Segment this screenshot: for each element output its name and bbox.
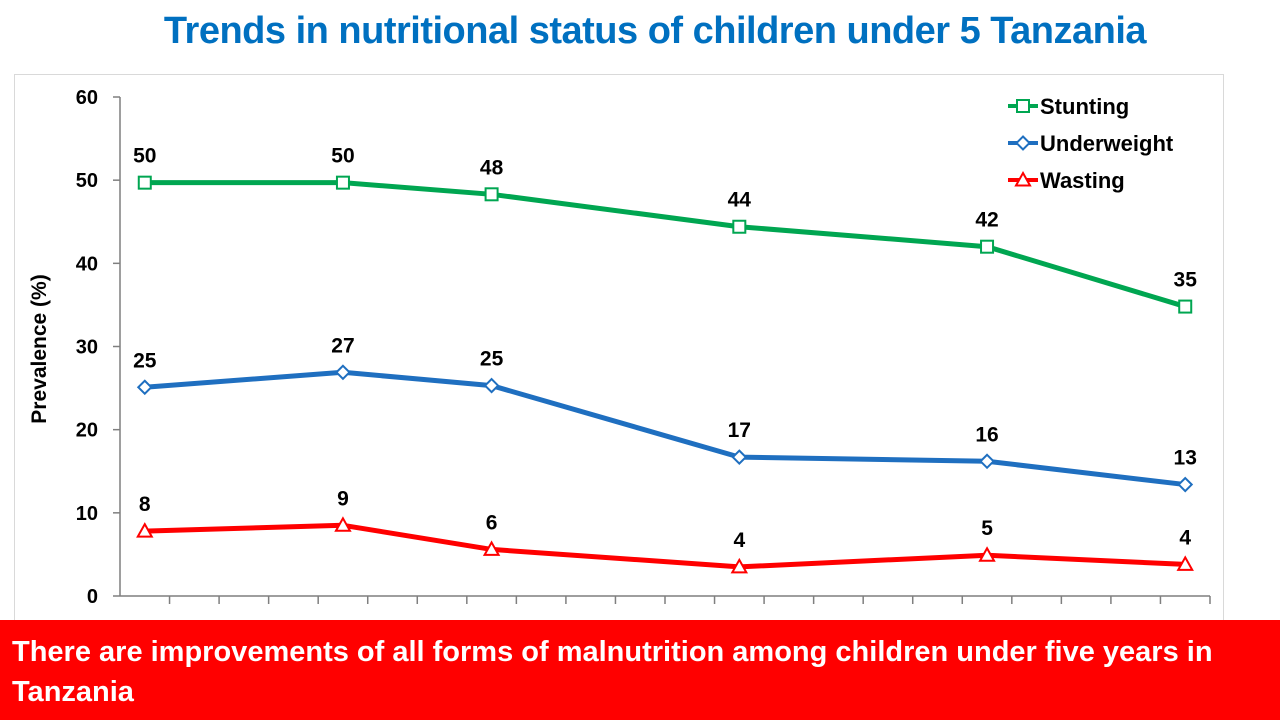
stunting-data-label: 50: [133, 145, 156, 168]
chart-series: [136, 175, 1194, 574]
wasting-marker: [334, 516, 352, 532]
conclusion-banner: There are improvements of all forms of m…: [0, 620, 1280, 720]
wasting-marker: [730, 557, 749, 574]
legend-underweight-marker: [1015, 135, 1031, 151]
slide-title: Trends in nutritional status of children…: [163, 10, 1147, 52]
y-tick-label: 20: [76, 420, 98, 442]
wasting-marker: [136, 522, 154, 538]
chart-axes: 0 10 20 30 40 50 60: [76, 87, 1211, 608]
stunting-marker: [335, 175, 350, 190]
underweight-data-label: 25: [133, 349, 157, 372]
chart-legend: Stunting Underweight Wasting: [1008, 94, 1174, 193]
wasting-marker: [1176, 555, 1194, 571]
wasting-data-label: 4: [733, 529, 745, 552]
y-tick-label: 30: [76, 337, 98, 359]
underweight-marker: [335, 364, 351, 381]
legend-wasting-label: Wasting: [1040, 168, 1125, 193]
y-tick-label: 10: [76, 503, 98, 525]
legend-underweight-label: Underweight: [1040, 131, 1174, 156]
stunting-marker: [484, 187, 499, 202]
wasting-data-label: 9: [337, 487, 349, 510]
y-tick-label: 60: [76, 87, 98, 109]
y-tick-label: 0: [87, 586, 98, 608]
wasting-data-label: 8: [139, 493, 151, 516]
underweight-marker: [1177, 476, 1194, 493]
legend-stunting-label: Stunting: [1040, 94, 1129, 119]
wasting-data-label: 5: [981, 517, 993, 540]
stunting-data-label: 48: [480, 156, 504, 179]
y-tick-label: 40: [76, 253, 98, 275]
underweight-data-label: 17: [728, 419, 751, 442]
legend-stunting-marker: [1016, 99, 1030, 113]
stunting-data-label: 50: [331, 145, 354, 168]
legend-wasting-marker: [1014, 170, 1032, 187]
wasting-marker: [482, 540, 501, 556]
underweight-marker: [731, 449, 748, 466]
wasting-marker: [978, 546, 996, 562]
wasting-line: [144, 522, 1186, 570]
stunting-marker: [732, 219, 747, 234]
underweight-data-label: 13: [1174, 447, 1197, 470]
underweight-data-label: 27: [331, 334, 354, 357]
stunting-marker: [137, 175, 152, 190]
stunting-marker: [980, 239, 995, 254]
underweight-data-label: 16: [975, 423, 998, 446]
plot-area-frame: [14, 74, 1224, 629]
underweight-marker: [979, 453, 995, 470]
underweight-marker: [136, 379, 153, 396]
y-tick-label: 50: [76, 170, 98, 192]
stunting-data-label: 35: [1174, 269, 1198, 292]
stunting-data-label: 42: [975, 209, 998, 232]
stunting-marker: [1178, 299, 1193, 314]
wasting-data-label: 4: [1179, 526, 1191, 549]
stunting-line: [144, 180, 1186, 309]
underweight-data-label: 25: [480, 348, 504, 371]
y-axis-title: Prevalence (%): [28, 274, 51, 423]
wasting-data-label: 6: [486, 511, 498, 534]
underweight-line: [144, 369, 1186, 488]
stunting-data-label: 44: [728, 189, 752, 212]
underweight-marker: [483, 377, 500, 394]
chart-data-labels: 50 50 48 44 42 35 25 27 25 17 16 13 8 9 6 4 5 4: [133, 145, 1197, 552]
